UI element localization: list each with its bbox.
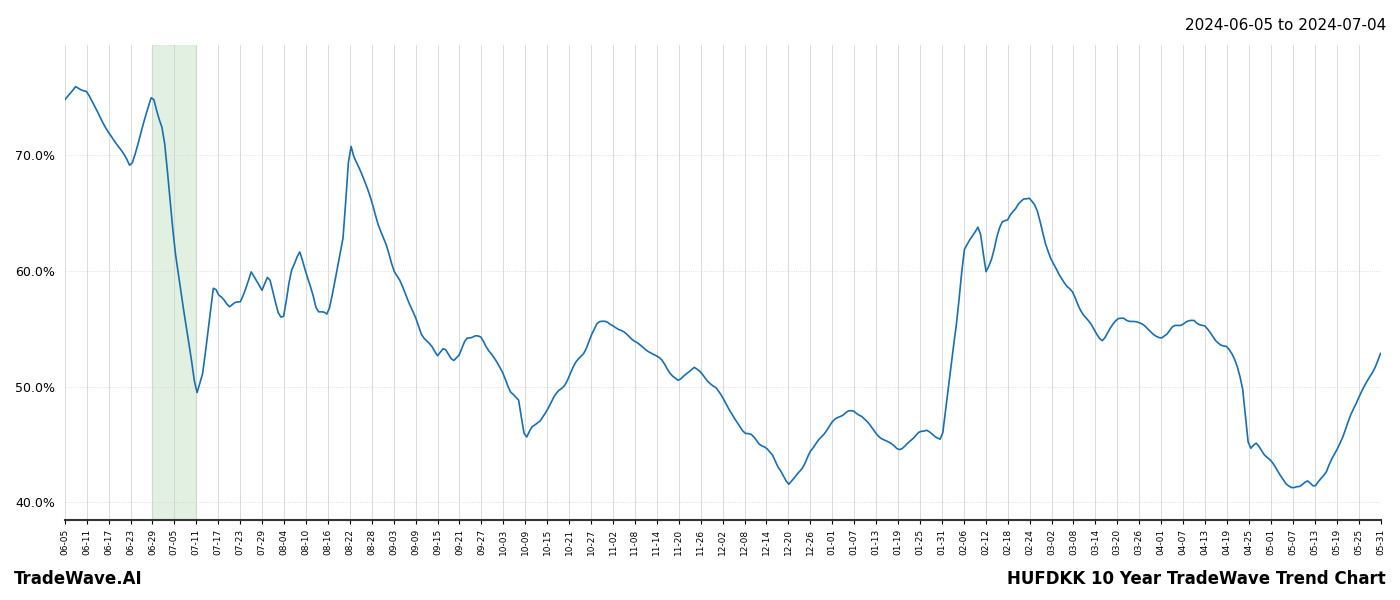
Text: HUFDKK 10 Year TradeWave Trend Chart: HUFDKK 10 Year TradeWave Trend Chart	[1007, 570, 1386, 588]
Bar	[153, 45, 196, 520]
Text: TradeWave.AI: TradeWave.AI	[14, 570, 143, 588]
Text: 2024-06-05 to 2024-07-04: 2024-06-05 to 2024-07-04	[1184, 18, 1386, 33]
